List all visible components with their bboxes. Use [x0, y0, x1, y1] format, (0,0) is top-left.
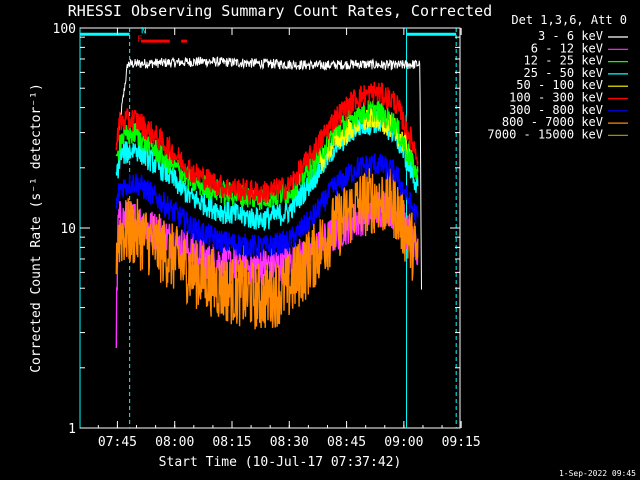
series-line-6 [115, 152, 419, 260]
y-tick-label-2: 100 [53, 22, 76, 37]
series-line-7 [115, 167, 419, 330]
flag-bars [80, 32, 457, 43]
legend-label-4: 50 - 100 keV [516, 78, 603, 92]
legend-label-6: 300 - 800 keV [509, 103, 603, 117]
y-tick-label-1: 10 [60, 222, 76, 237]
x-tick-label-1: 08:00 [155, 435, 194, 450]
footer-date: 1-Sep-2022 09:45 [559, 469, 636, 478]
x-tick-label-5: 09:00 [384, 435, 423, 450]
legend-label-3: 25 - 50 keV [524, 66, 603, 80]
legend-label-0: 3 - 6 keV [538, 29, 603, 43]
series-line-0 [115, 56, 422, 290]
legend-label-8: 7000 - 15000 keV [487, 127, 603, 141]
annotation-1: N [141, 26, 146, 36]
data-series [115, 56, 422, 349]
x-axis-label: Start Time (10-Jul-17 07:37:42) [159, 455, 402, 470]
y-axis-label: Corrected Count Rate (s⁻¹ detector⁻¹) [29, 83, 44, 373]
x-tick-label-4: 08:45 [327, 435, 366, 450]
y-axis: 1 10 100 [53, 22, 460, 437]
annotations: FN [137, 26, 146, 45]
y-tick-label-0: 1 [68, 422, 76, 437]
legend-label-1: 6 - 12 keV [531, 41, 603, 55]
x-axis: 07:45 08:00 08:15 08:30 08:45 09:00 09:15 [97, 28, 481, 450]
series-line-4 [318, 105, 411, 171]
x-tick-label-6: 09:15 [442, 435, 481, 450]
series-line-5 [115, 81, 419, 204]
series-line-2 [115, 100, 419, 211]
legend-header: Det 1,3,6, Att 0 [511, 13, 627, 27]
chart-title: RHESSI Observing Summary Count Rates, Co… [68, 2, 492, 20]
x-tick-label-0: 07:45 [98, 435, 137, 450]
x-tick-label-2: 08:15 [212, 435, 251, 450]
legend-label-7: 800 - 7000 keV [502, 115, 603, 129]
legend-label-2: 12 - 25 keV [524, 54, 603, 68]
x-tick-label-3: 08:30 [270, 435, 309, 450]
legend-label-5: 100 - 300 keV [509, 91, 603, 105]
annotation-0: F [137, 35, 142, 45]
series-line-3 [115, 111, 419, 231]
